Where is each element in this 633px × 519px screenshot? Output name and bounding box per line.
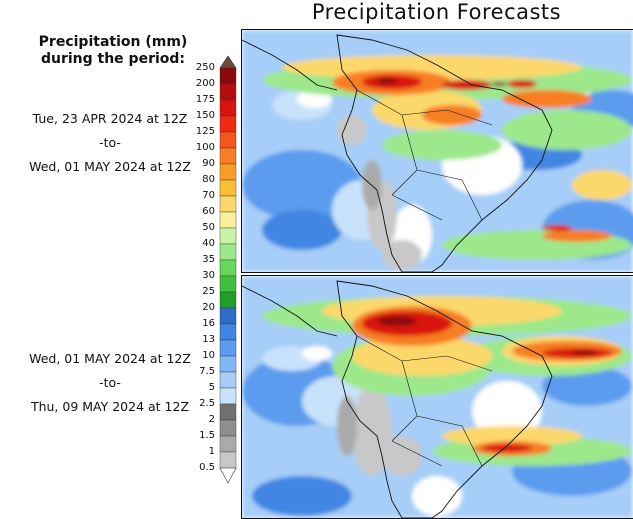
colorbar-band-7.5 [219, 355, 237, 373]
colorbar-band-10 [219, 339, 237, 357]
legend-heading-line2: during the period: [40, 51, 186, 67]
colorbar-band-40 [219, 227, 237, 245]
period-1-label: Tue, 23 APR 2024 at 12Z -to- Wed, 01 MAY… [0, 107, 220, 179]
colorbar-tick-10: 10 [202, 350, 215, 361]
colorbar-tick-2: 2 [208, 414, 215, 425]
legend-heading-line1: Precipitation (mm) [38, 34, 188, 50]
colorbar-tick-60: 60 [202, 206, 215, 217]
colorbar-band-0.5 [219, 451, 237, 469]
country-borders [356, 335, 493, 467]
colorbar-tick-25: 25 [202, 286, 215, 297]
colorbar-top-arrow [219, 56, 237, 69]
continent-outline [336, 34, 553, 272]
colorbar-band-1.5 [219, 419, 237, 437]
period-2-start: Wed, 01 MAY 2024 at 12Z [29, 351, 191, 366]
period-1-end: Wed, 01 MAY 2024 at 12Z [29, 159, 191, 174]
colorbar-tick-100: 100 [195, 142, 215, 153]
colorbar-tick-90: 90 [202, 158, 215, 169]
colorbar-tick-35: 35 [202, 254, 215, 265]
colorbar-tick-2.5: 2.5 [199, 398, 215, 409]
central-america-outline [242, 285, 338, 337]
colorbar-tick-175: 175 [195, 94, 215, 105]
colorbar-band-125 [219, 115, 237, 133]
colorbar-tick-80: 80 [202, 174, 215, 185]
colorbar-tick-5: 5 [208, 382, 215, 393]
colorbar-band-5 [219, 371, 237, 389]
colorbar-band-30 [219, 259, 237, 277]
legend-heading: Precipitation (mm) during the period: [0, 34, 226, 68]
colorbar-tick-30: 30 [202, 270, 215, 281]
colorbar-band-150 [219, 99, 237, 117]
colorbar-band-25 [219, 275, 237, 293]
colorbar-tick-13: 13 [202, 334, 215, 345]
colorbar-bottom-arrow [219, 467, 237, 484]
colorbar-band-200 [219, 67, 237, 85]
colorbar-tick-0.5: 0.5 [199, 462, 215, 473]
forecast-map-period-1 [241, 29, 633, 273]
period-2-label: Wed, 01 MAY 2024 at 12Z -to- Thu, 09 MAY… [0, 347, 220, 419]
colorbar-band-16 [219, 307, 237, 325]
colorbar-band-70 [219, 179, 237, 197]
colorbar-tick-7.5: 7.5 [199, 366, 215, 377]
colorbar-band-13 [219, 323, 237, 341]
colorbar-band-2.5 [219, 387, 237, 405]
forecast-map-period-2 [241, 275, 633, 519]
colorbar-band-60 [219, 195, 237, 213]
colorbar-tick-70: 70 [202, 190, 215, 201]
colorbar [219, 56, 237, 484]
precip-field [242, 276, 633, 518]
colorbar-tick-40: 40 [202, 238, 215, 249]
colorbar-tick-20: 20 [202, 302, 215, 313]
period-2-end: Thu, 09 MAY 2024 at 12Z [30, 399, 190, 414]
colorbar-tick-150: 150 [195, 110, 215, 121]
period-2-separator: -to- [99, 375, 121, 390]
precip-field [242, 30, 633, 272]
colorbar-tick-16: 16 [202, 318, 215, 329]
colorbar-band-20 [219, 291, 237, 309]
colorbar-band-1 [219, 435, 237, 453]
colorbar-band-100 [219, 131, 237, 149]
colorbar-band-2 [219, 403, 237, 421]
period-1-separator: -to- [99, 135, 121, 150]
colorbar-tick-125: 125 [195, 126, 215, 137]
colorbar-tick-1.5: 1.5 [199, 430, 215, 441]
colorbar-tick-200: 200 [195, 78, 215, 89]
colorbar-band-50 [219, 211, 237, 229]
colorbar-band-175 [219, 83, 237, 101]
period-1-start: Tue, 23 APR 2024 at 12Z [32, 111, 188, 126]
central-america-outline [242, 39, 338, 91]
colorbar-band-90 [219, 147, 237, 165]
colorbar-band-35 [219, 243, 237, 261]
chart-title: Precipitation Forecasts [311, 0, 562, 24]
colorbar-band-80 [219, 163, 237, 181]
colorbar-tick-250: 250 [195, 62, 215, 73]
colorbar-tick-1: 1 [208, 446, 215, 457]
country-borders [356, 89, 493, 221]
colorbar-tick-50: 50 [202, 222, 215, 233]
continent-outline [336, 280, 553, 518]
